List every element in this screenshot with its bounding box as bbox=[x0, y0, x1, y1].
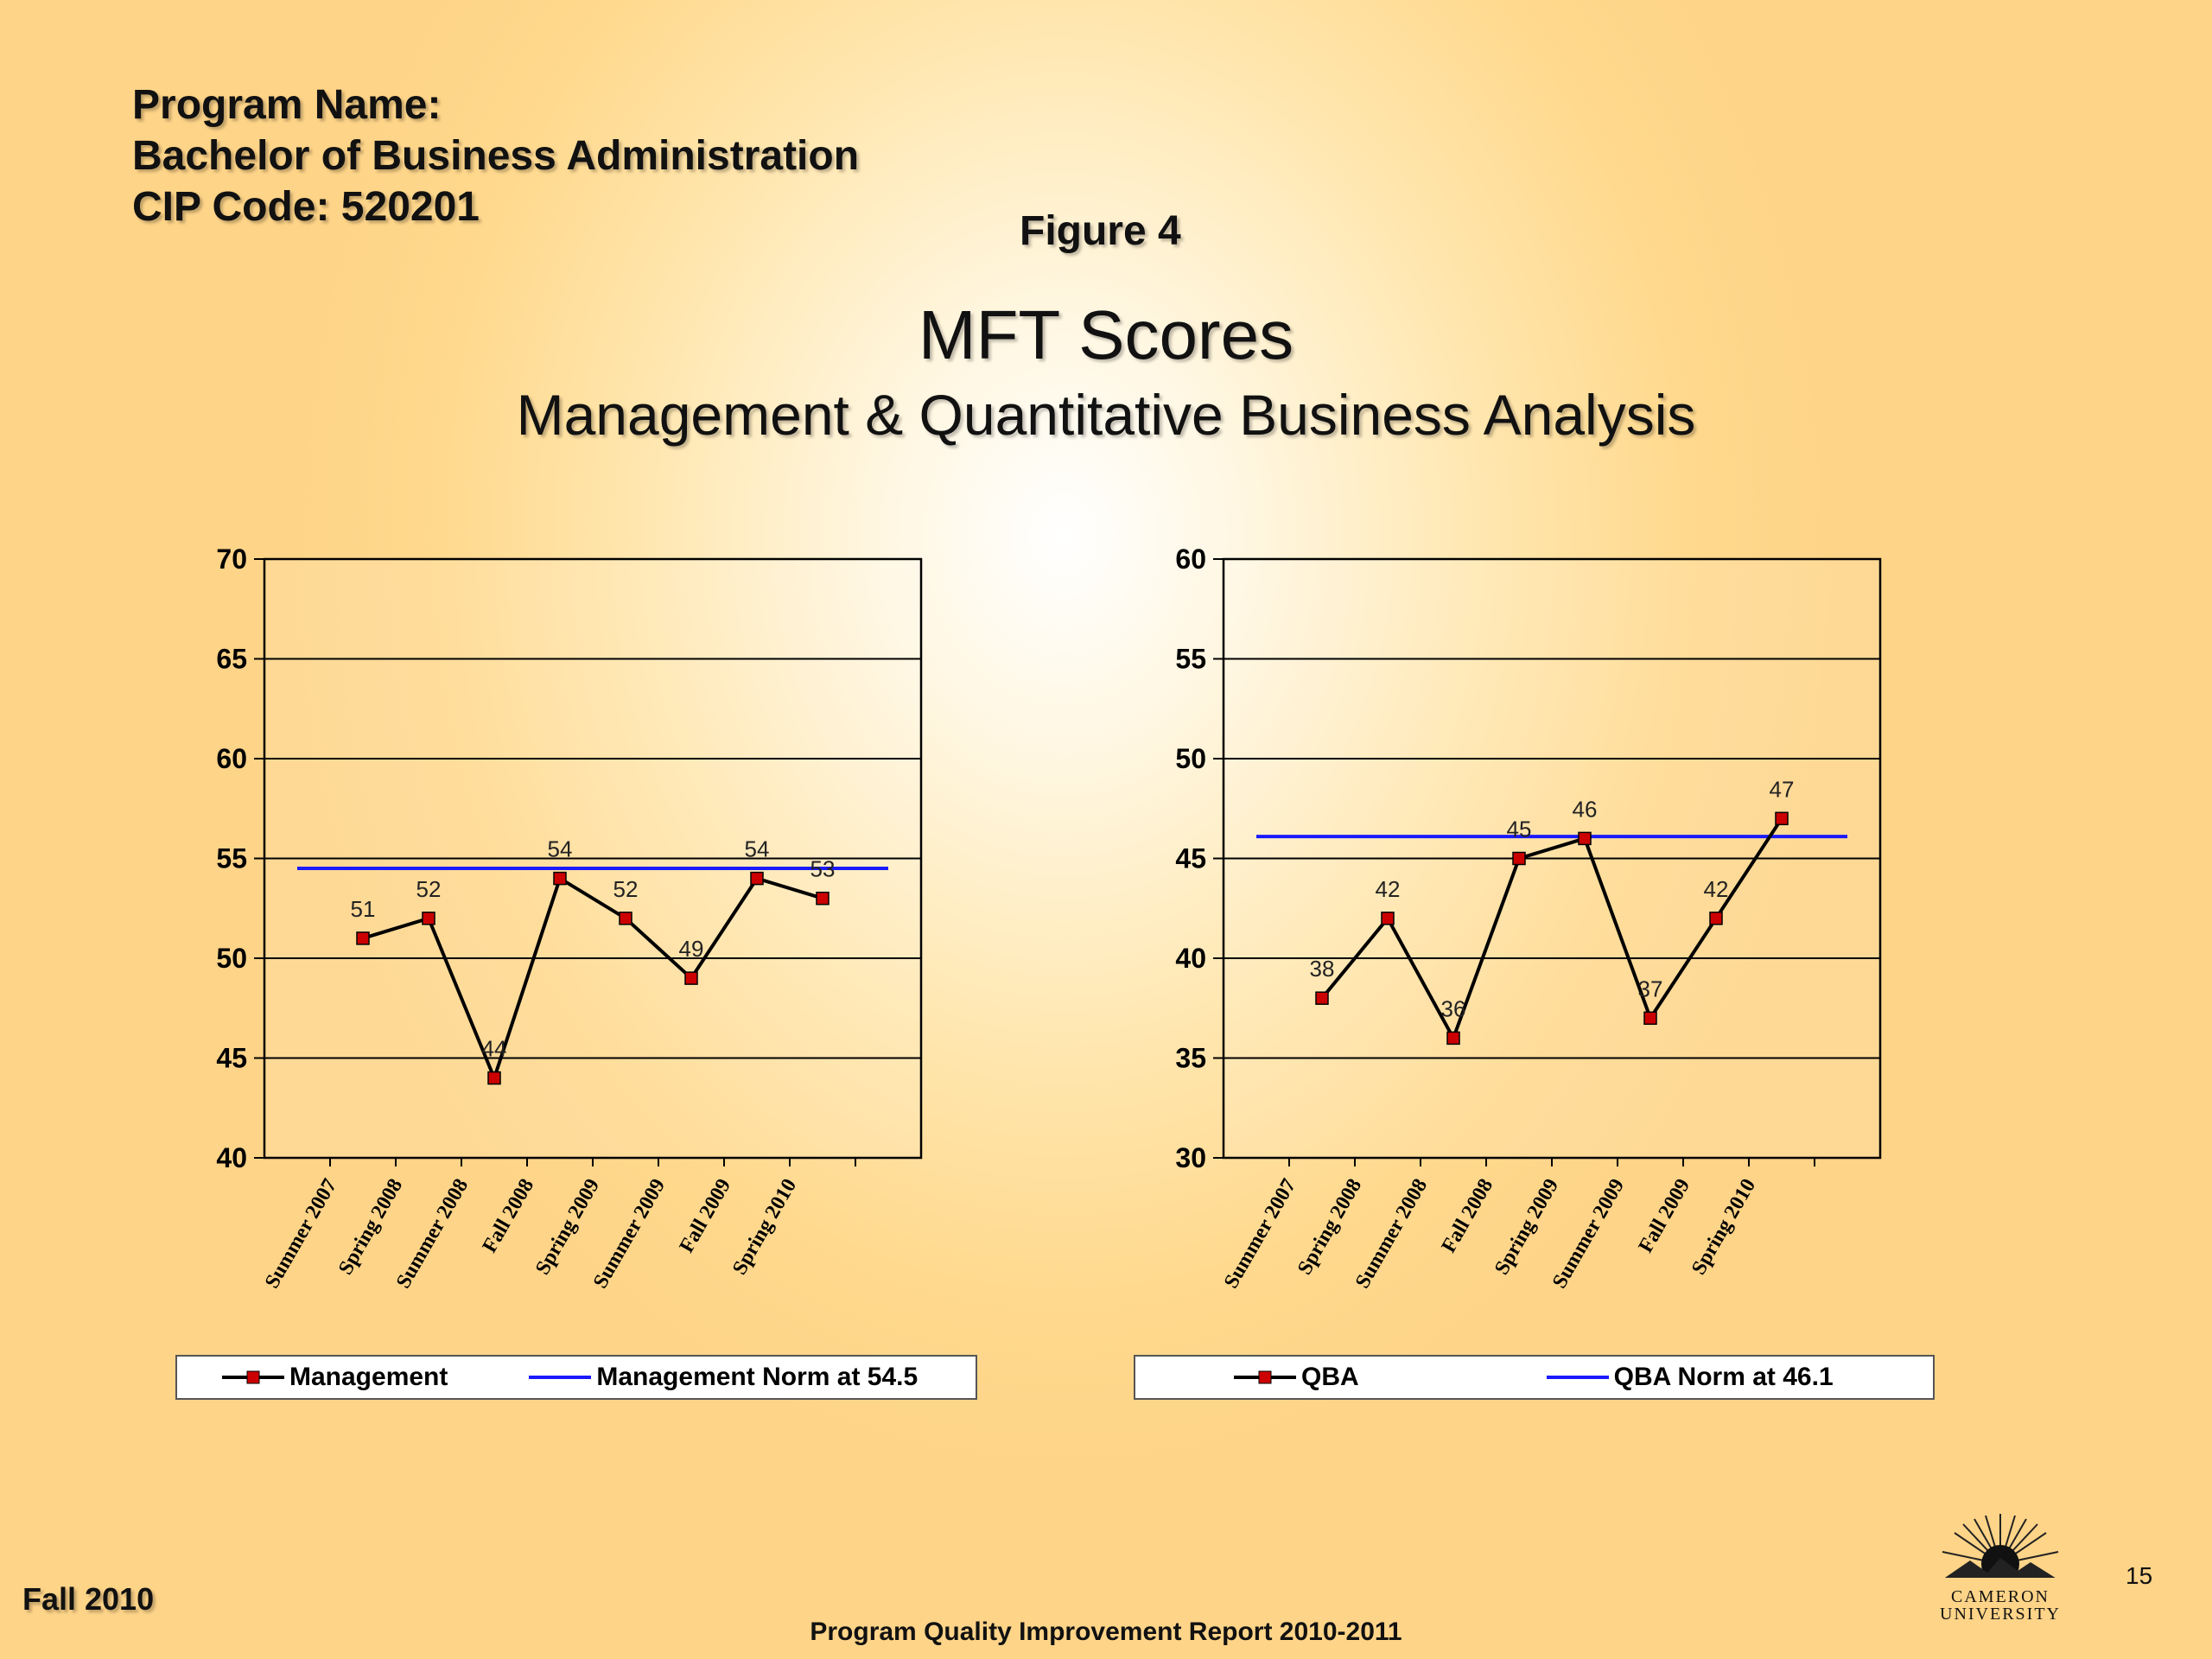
legend-item-management: Management bbox=[220, 1363, 448, 1392]
x-tick-label: Fall 2009 bbox=[676, 1175, 736, 1256]
data-label: 51 bbox=[351, 896, 376, 922]
data-label: 52 bbox=[613, 876, 639, 902]
x-tick-label: Summer 2007 bbox=[261, 1175, 341, 1293]
data-point bbox=[553, 871, 567, 886]
x-tick-label: Summer 2008 bbox=[392, 1175, 473, 1293]
data-label: 45 bbox=[1507, 817, 1532, 842]
x-tick-label: Fall 2008 bbox=[1438, 1175, 1498, 1256]
x-tick-label: Summer 2007 bbox=[1220, 1175, 1300, 1293]
data-point bbox=[1643, 1011, 1657, 1026]
y-tick-label: 35 bbox=[1175, 1043, 1206, 1074]
x-tick-label: Summer 2009 bbox=[1548, 1175, 1629, 1293]
legend-line-icon bbox=[1546, 1376, 1609, 1379]
y-tick-label: 50 bbox=[216, 943, 247, 974]
page-number: 15 bbox=[2126, 1562, 2153, 1589]
y-tick-label: 60 bbox=[1175, 543, 1206, 575]
legend-item-qba-norm: QBA Norm at 46.1 bbox=[1545, 1363, 1834, 1392]
semester-label: Fall 2010 bbox=[22, 1581, 155, 1617]
data-point bbox=[1709, 912, 1723, 925]
program-name-label: Program Name: bbox=[132, 82, 442, 128]
data-label: 49 bbox=[679, 936, 704, 962]
y-tick-label: 65 bbox=[216, 644, 247, 675]
y-tick-label: 55 bbox=[1175, 644, 1206, 675]
legend-item-qba: QBA bbox=[1232, 1363, 1359, 1392]
report-footer: Program Quality Improvement Report 2010-… bbox=[810, 1618, 1402, 1646]
legend-label-qba-norm: QBA Norm at 46.1 bbox=[1613, 1363, 1834, 1391]
cameron-university-logo bbox=[1936, 1514, 2065, 1590]
x-tick-label: Spring 2010 bbox=[1688, 1175, 1760, 1279]
legend-marker-line-icon bbox=[222, 1370, 284, 1384]
x-tick-label: Fall 2008 bbox=[479, 1175, 539, 1256]
data-point bbox=[1446, 1031, 1460, 1046]
data-point bbox=[619, 912, 632, 925]
x-tick-label: Summer 2009 bbox=[589, 1175, 670, 1293]
data-point bbox=[816, 891, 830, 906]
legend-line-icon bbox=[529, 1376, 592, 1379]
data-point bbox=[750, 871, 764, 886]
data-point bbox=[1578, 831, 1592, 846]
data-label: 52 bbox=[416, 876, 442, 902]
data-point bbox=[356, 931, 370, 945]
y-tick-label: 40 bbox=[1175, 943, 1206, 974]
figure-label: Figure 4 bbox=[1020, 208, 1181, 254]
x-tick-label: Spring 2010 bbox=[728, 1175, 801, 1279]
data-point bbox=[1381, 912, 1395, 925]
legend-item-management-norm: Management Norm at 54.5 bbox=[527, 1363, 918, 1392]
data-point bbox=[1315, 991, 1329, 1005]
y-tick-label: 40 bbox=[216, 1142, 247, 1173]
y-tick-label: 70 bbox=[216, 543, 247, 575]
data-point bbox=[422, 912, 435, 925]
y-tick-label: 50 bbox=[1175, 743, 1206, 774]
x-tick-label: Spring 2008 bbox=[1294, 1175, 1366, 1279]
x-tick-label: Spring 2009 bbox=[531, 1175, 604, 1279]
logo-text: CAMERON UNIVERSITY bbox=[1940, 1587, 2061, 1624]
chart-subtitle: Management & Quantitative Business Analy… bbox=[516, 383, 1696, 447]
data-label: 47 bbox=[1770, 776, 1795, 802]
legend-label-qba: QBA bbox=[1301, 1363, 1359, 1391]
data-label: 54 bbox=[745, 836, 770, 862]
data-point bbox=[1775, 811, 1789, 826]
data-label: 42 bbox=[1376, 876, 1401, 902]
legend-label-management: Management bbox=[289, 1363, 448, 1391]
y-tick-label: 45 bbox=[1175, 843, 1206, 874]
x-tick-label: Fall 2009 bbox=[1635, 1175, 1695, 1256]
program-name-value: Bachelor of Business Administration bbox=[132, 133, 860, 179]
x-tick-label: Spring 2009 bbox=[1491, 1175, 1563, 1279]
data-label: 44 bbox=[482, 1036, 507, 1062]
data-point bbox=[487, 1071, 501, 1085]
data-label: 37 bbox=[1638, 976, 1663, 1001]
legend-marker-line-icon bbox=[1234, 1370, 1296, 1384]
data-label: 38 bbox=[1310, 956, 1335, 982]
data-label: 54 bbox=[548, 836, 573, 862]
management-legend: Management Management Norm at 54.5 bbox=[175, 1355, 977, 1400]
data-label: 46 bbox=[1573, 796, 1598, 822]
data-label: 42 bbox=[1704, 876, 1729, 902]
x-tick-label: Spring 2008 bbox=[334, 1175, 407, 1279]
x-tick-label: Summer 2008 bbox=[1351, 1175, 1432, 1293]
data-point bbox=[1512, 851, 1526, 866]
y-tick-label: 30 bbox=[1175, 1142, 1206, 1173]
program-info: Program Name: Bachelor of Business Admin… bbox=[132, 79, 859, 232]
y-tick-label: 55 bbox=[216, 843, 247, 874]
legend-label-management-norm: Management Norm at 54.5 bbox=[596, 1363, 918, 1391]
series-line bbox=[1320, 817, 1783, 1043]
data-point bbox=[684, 971, 698, 985]
data-label: 36 bbox=[1441, 995, 1466, 1021]
chart-title: MFT Scores bbox=[918, 296, 1294, 373]
series-line bbox=[362, 875, 823, 1084]
y-tick-label: 60 bbox=[216, 743, 247, 774]
cip-code: CIP Code: 520201 bbox=[132, 184, 480, 230]
data-label: 53 bbox=[810, 856, 836, 882]
qba-legend: QBA QBA Norm at 46.1 bbox=[1134, 1355, 1935, 1400]
y-tick-label: 45 bbox=[216, 1043, 247, 1074]
